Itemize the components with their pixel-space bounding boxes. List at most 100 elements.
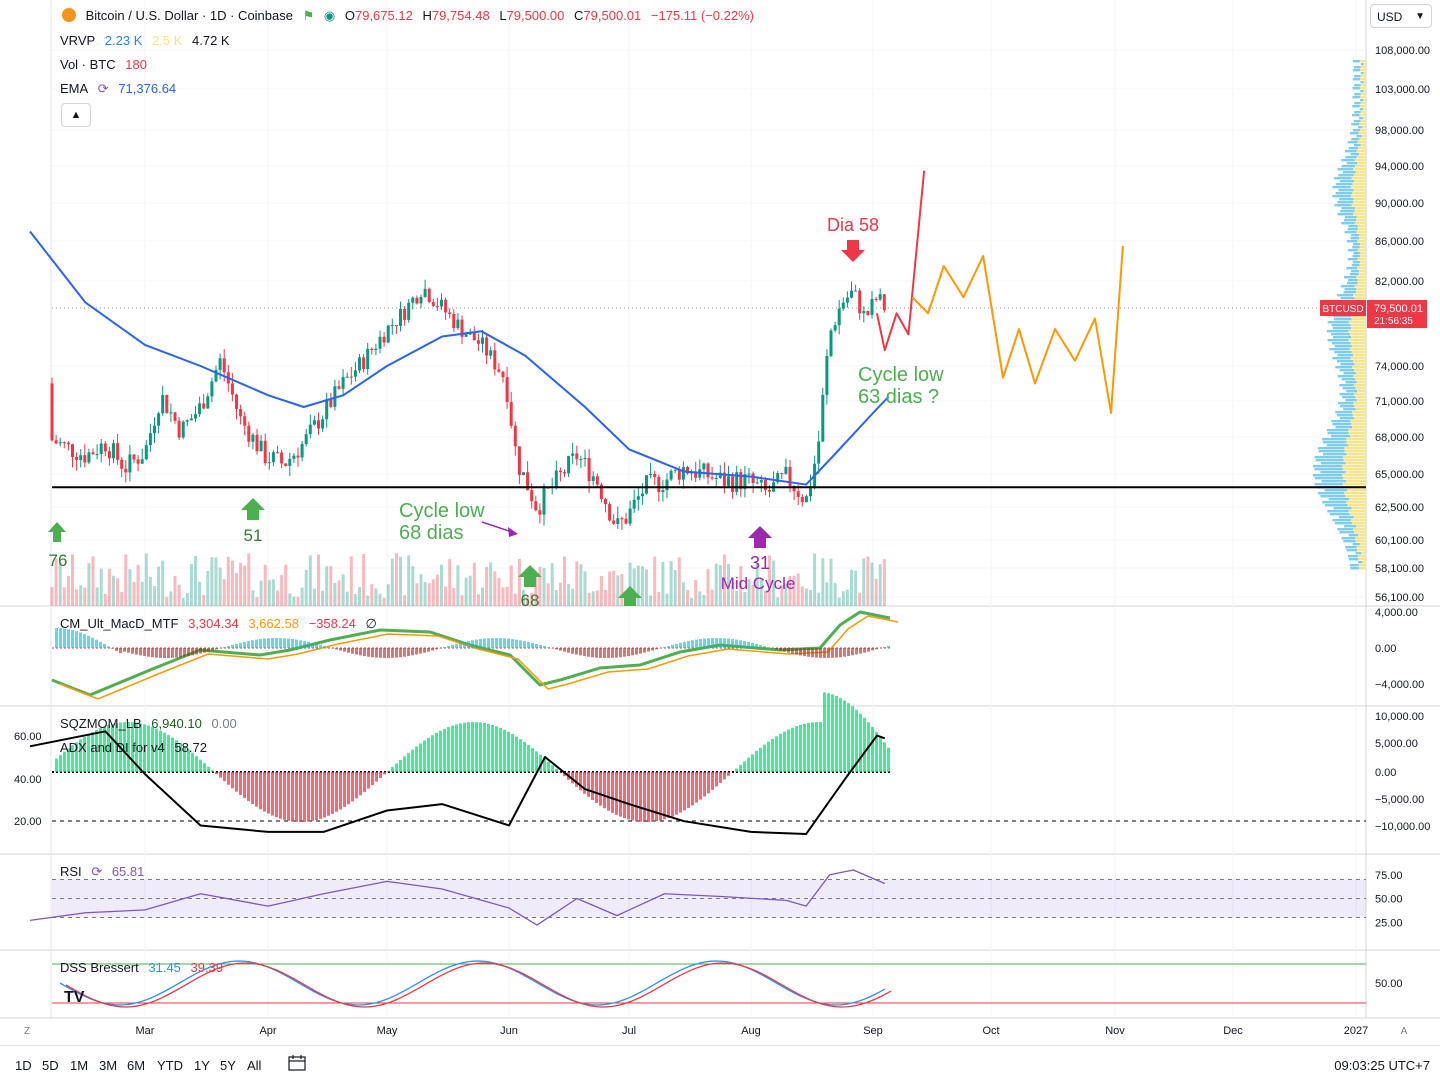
annotation-dia58: Dia 58 (827, 215, 879, 235)
sqz-histogram-bar (363, 772, 366, 792)
candle-body (202, 403, 205, 408)
volume-profile-row (1338, 402, 1353, 404)
candle-body (666, 480, 669, 491)
macd-histogram-bar (355, 648, 358, 655)
sqz-histogram-bar (595, 772, 598, 803)
candle-body (883, 294, 886, 310)
sqz-histogram-bar (211, 770, 214, 772)
candle-body (87, 452, 90, 462)
volume-bar (510, 565, 513, 606)
volume-profile-row (1351, 342, 1366, 344)
macd-histogram-bar (467, 641, 470, 648)
candle-body (575, 454, 578, 460)
macd-histogram-bar (427, 648, 430, 652)
sqz-histogram-bar (283, 772, 286, 820)
volume-bar (883, 559, 886, 606)
range-1m[interactable]: 1M (70, 1058, 88, 1073)
dss-legend[interactable]: DSS Bressert 31.45 39.39 (60, 960, 229, 975)
refresh-icon[interactable]: ⟳ (91, 864, 102, 879)
range-5y[interactable]: 5Y (220, 1058, 236, 1073)
range-all[interactable]: All (247, 1058, 261, 1073)
volume-profile-row (1327, 429, 1349, 431)
candle-body (284, 463, 287, 465)
volume-bar (485, 567, 488, 606)
volume-bar (776, 597, 779, 606)
collapse-legend-button[interactable]: ▲ (61, 103, 91, 127)
flag-icon[interactable]: ⚑ (303, 8, 315, 23)
candle-body (387, 326, 390, 343)
volume-bar (96, 587, 99, 606)
volume-profile-row (1315, 483, 1343, 485)
currency-select[interactable]: USD▼ (1370, 4, 1432, 28)
candle-body (764, 480, 767, 490)
vrvp-legend[interactable]: VRVP 2.23 K 2.5 K 4.72 K (60, 33, 236, 48)
macd-axis-label: 4,000.00 (1375, 607, 1418, 619)
volume-profile-row (1347, 240, 1358, 242)
volume-profile-row (1334, 318, 1352, 320)
volume-profile-row (1343, 540, 1355, 542)
range-ytd[interactable]: YTD (157, 1058, 183, 1073)
macd-histogram-bar (711, 638, 714, 648)
macd-histogram-bar (583, 648, 586, 656)
volume-profile-row (1332, 519, 1350, 521)
range-3m[interactable]: 3M (99, 1058, 117, 1073)
macd-histogram-bar (831, 648, 834, 658)
macd-legend[interactable]: CM_Ult_MacD_MTF 3,304.34 3,662.58 −358.2… (60, 616, 383, 632)
range-1d[interactable]: 1D (15, 1058, 32, 1073)
calendar-icon[interactable] (288, 1055, 306, 1071)
macd-histogram-bar (99, 642, 102, 648)
range-1y[interactable]: 1Y (194, 1058, 210, 1073)
candle-body (161, 395, 164, 413)
candle-body (444, 300, 447, 313)
volume-profile-row (1359, 138, 1366, 140)
volume-profile-row (1344, 492, 1366, 494)
volume-profile-row (1347, 282, 1357, 284)
macd-histogram-bar (823, 648, 826, 658)
candle-body (301, 444, 304, 457)
refresh-icon[interactable]: ⟳ (98, 81, 109, 96)
sqz-histogram-bar (447, 727, 450, 772)
volume-profile-row (1350, 564, 1359, 566)
volume-profile-row (1356, 525, 1366, 527)
volume-profile-row (1353, 87, 1360, 89)
range-6m[interactable]: 6M (127, 1058, 145, 1073)
volume-profile-row (1346, 390, 1357, 392)
sqz-histogram-bar (227, 772, 230, 785)
candle-body (592, 476, 595, 481)
volume-bar (711, 590, 714, 606)
volume-profile-row (1350, 435, 1366, 437)
eye-icon[interactable]: ◉ (324, 8, 335, 23)
sqz-histogram-bar (511, 734, 514, 772)
volume-bar (411, 566, 414, 606)
sqz-histogram-bar (247, 772, 250, 801)
range-5d[interactable]: 5D (42, 1058, 59, 1073)
volume-profile-row (1360, 120, 1366, 122)
clock-timezone[interactable]: 09:03:25 UTC+7 (1334, 1058, 1430, 1073)
volume-profile-row (1358, 558, 1366, 560)
symbol-title[interactable]: Bitcoin / U.S. Dollar · 1D · Coinbase (86, 8, 293, 23)
macd-histogram-bar (683, 642, 686, 648)
macd-histogram-bar (179, 648, 182, 657)
volume-profile-row (1353, 129, 1360, 131)
macd-histogram-bar (863, 648, 866, 653)
sqz-histogram-bar (603, 772, 606, 808)
adx-legend[interactable]: ADX and DI for v4 58.72 (60, 740, 213, 755)
volume-profile-row (1347, 441, 1366, 443)
volume-legend[interactable]: Vol · BTC 180 (60, 57, 153, 72)
sqz-histogram-bar (311, 772, 314, 821)
sqz-histogram-bar (695, 772, 698, 803)
candle-body (145, 445, 148, 459)
volume-profile-row (1361, 63, 1364, 65)
rsi-legend[interactable]: RSI ⟳ 65.81 (60, 864, 150, 880)
volume-profile-row (1343, 171, 1356, 173)
volume-bar (379, 594, 382, 606)
volume-profile-row (1353, 375, 1366, 377)
sqzmom-legend[interactable]: SQZMOM_LB 6,940.10 0.00 (60, 716, 243, 731)
sqz-histogram-bar (627, 772, 630, 819)
candle-body (165, 395, 168, 413)
volume-bar (571, 589, 574, 606)
ema-legend[interactable]: EMA ⟳ 71,376.64 (60, 81, 182, 97)
sqz-histogram-bar (859, 714, 862, 772)
